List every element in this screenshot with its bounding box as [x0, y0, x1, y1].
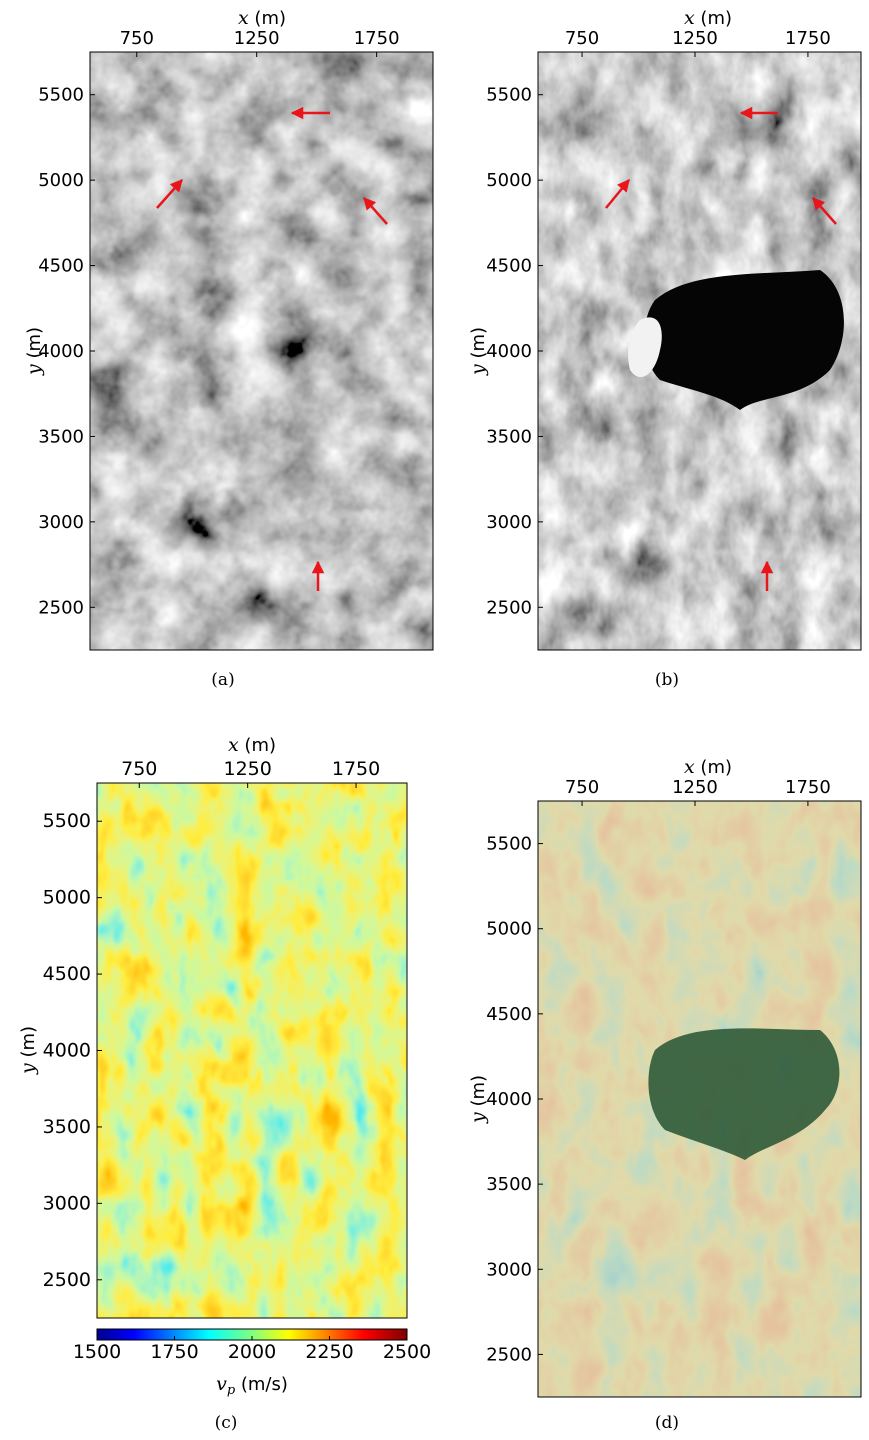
panel-b-xtick-label: 750 — [565, 28, 599, 49]
panel-d-xtick-label: 750 — [565, 777, 599, 798]
panel-d-ylabel: y (m) — [467, 1075, 489, 1124]
panel-a-ytick-label: 5000 — [38, 170, 84, 191]
panel-d-xtick-label: 1750 — [785, 777, 831, 798]
panel-b-ytick-label: 2500 — [486, 597, 532, 618]
panel-a-yticks: 5500 5000 4500 4000 3500 3000 2500 — [38, 85, 95, 618]
panel-b-arrows — [605, 106, 837, 591]
panel-a-image — [90, 52, 433, 650]
panel-b-dark-anomaly — [644, 270, 844, 410]
panel-b: 750 1250 1750 5500 5000 4500 4000 3500 3000 2500… — [467, 7, 862, 690]
arrow-b-3 — [812, 197, 837, 225]
panel-b-yticks: 5500 5000 4500 4000 3500 3000 2500 — [486, 85, 543, 618]
panel-c-ytick-label: 4500 — [43, 963, 91, 985]
panel-a-arrows — [156, 106, 388, 591]
arrow-b-2 — [605, 179, 630, 209]
panel-d-caption: (d) — [655, 1413, 679, 1433]
panel-d-ytick-label: 5000 — [486, 919, 532, 940]
panel-b-ylabel: y (m) — [467, 327, 489, 376]
panel-a-xticks: 750 1250 1750 — [120, 28, 400, 57]
panel-c-xtick-label: 1250 — [223, 758, 271, 780]
panel-a-xtick-label: 1750 — [354, 28, 400, 49]
panel-d-xtick-label: 1250 — [672, 777, 718, 798]
panel-d-ytick-label: 3500 — [486, 1174, 532, 1195]
panel-d-ytick-label: 4500 — [486, 1004, 532, 1025]
panel-c-xtick-label: 750 — [121, 758, 157, 780]
colorbar-tick-label: 2500 — [383, 1341, 431, 1363]
panel-c-xlabel: x (m) — [228, 734, 276, 756]
panel-b-bright-anomaly — [628, 317, 662, 378]
panel-c-caption: (c) — [215, 1413, 238, 1433]
panel-b-xlabel: x (m) — [684, 7, 732, 29]
panel-c-yticks: 5500 5000 4500 4000 3500 3000 2500 — [43, 810, 102, 1291]
panel-c-ytick-label: 5000 — [43, 887, 91, 909]
panel-d-xticks: 750 1250 1750 — [565, 777, 831, 806]
panel-c-xticks: 750 1250 1750 — [121, 758, 380, 788]
panel-a-ytick-label: 4000 — [38, 341, 84, 362]
arrow-a-3 — [363, 197, 388, 225]
panel-b-xtick-label: 1250 — [672, 28, 718, 49]
panel-c-ytick-label: 2500 — [43, 1269, 91, 1291]
panel-a: 750 1250 1750 5500 5000 4500 4000 3500 3000 2500… — [23, 7, 434, 690]
panel-a-ytick-label: 2500 — [38, 597, 84, 618]
panel-d-xlabel: x (m) — [684, 756, 732, 778]
panel-a-ytick-label: 3500 — [38, 426, 84, 447]
panel-a-ylabel: y (m) — [23, 327, 45, 376]
panel-c: 750 1250 1750 5500 5000 4500 4000 3500 3000 2500… — [17, 734, 431, 1433]
colorbar-tick-label: 2250 — [305, 1341, 353, 1363]
panel-b-ytick-label: 3500 — [486, 426, 532, 447]
panel-d-ytick-label: 3000 — [486, 1259, 532, 1280]
panel-a-ytick-label: 4500 — [38, 256, 84, 277]
colorbar-tick-label: 1500 — [73, 1341, 121, 1363]
colorbar-tick-label: 1750 — [150, 1341, 198, 1363]
panel-c-ylabel: y (m) — [17, 1026, 39, 1075]
panel-c-ytick-label: 3000 — [43, 1192, 91, 1214]
panel-a-ytick-label: 5500 — [38, 85, 84, 106]
panel-c-xtick-label: 1750 — [332, 758, 380, 780]
panel-b-caption: (b) — [655, 670, 679, 690]
panel-d-ytick-label: 4000 — [486, 1089, 532, 1110]
panel-b-xtick-label: 1750 — [785, 28, 831, 49]
colorbar-label: vp (m/s) — [216, 1373, 288, 1398]
colorbar-ticks: 1500 1750 2000 2250 2500 — [73, 1336, 431, 1363]
panel-b-ytick-label: 5000 — [486, 170, 532, 191]
colorbar-tick-label: 2000 — [228, 1341, 276, 1363]
panel-a-xtick-label: 1250 — [234, 28, 280, 49]
panel-b-ytick-label: 4000 — [486, 341, 532, 362]
panel-d-yticks: 5500 5000 4500 4000 3500 3000 2500 — [486, 834, 543, 1365]
panel-b-ytick-label: 4500 — [486, 256, 532, 277]
panel-d-dark-anomaly — [648, 1028, 840, 1160]
panel-c-image — [97, 783, 407, 1318]
panel-a-xlabel: x (m) — [238, 7, 286, 29]
arrow-a-2 — [156, 179, 183, 209]
panel-a-caption: (a) — [211, 670, 234, 690]
panel-c-ytick-label: 4000 — [43, 1040, 91, 1062]
panel-d-ytick-label: 5500 — [486, 834, 532, 855]
panel-b-ytick-label: 5500 — [486, 85, 532, 106]
panel-c-ytick-label: 3500 — [43, 1116, 91, 1138]
panel-b-xticks: 750 1250 1750 — [565, 28, 831, 57]
panel-a-ytick-label: 3000 — [38, 512, 84, 533]
panel-a-xtick-label: 750 — [120, 28, 154, 49]
panel-d: 750 1250 1750 5500 5000 4500 4000 3500 3000 2500… — [467, 756, 862, 1433]
panel-c-ytick-label: 5500 — [43, 810, 91, 832]
panel-b-ytick-label: 3000 — [486, 512, 532, 533]
panel-d-ytick-label: 2500 — [486, 1344, 532, 1365]
